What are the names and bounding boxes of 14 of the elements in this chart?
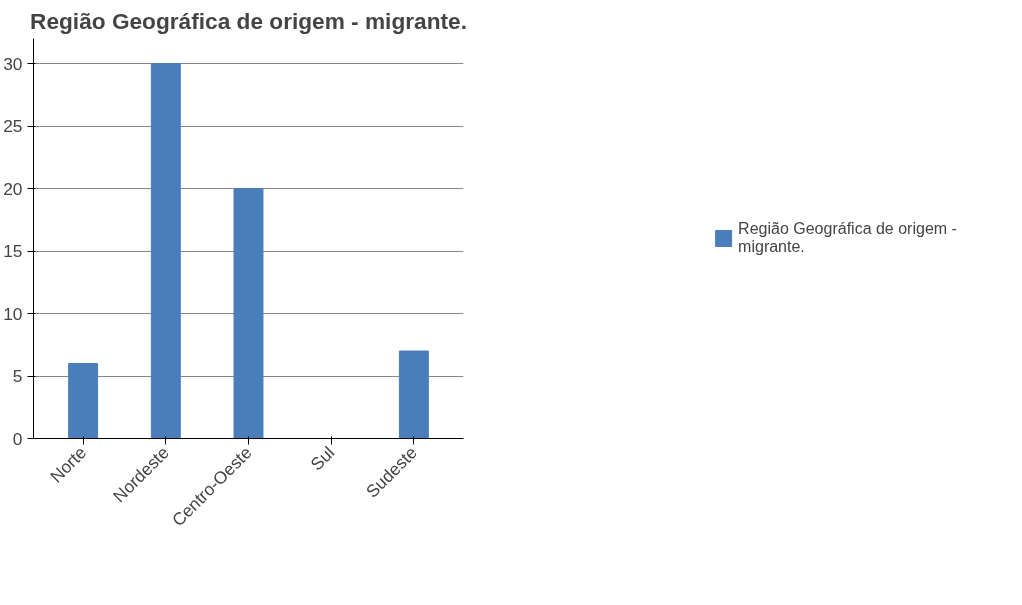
y-tick-label: 5 (12, 366, 23, 386)
bar (398, 350, 429, 439)
legend-label: Região Geográfica de origem - migrante. (738, 220, 957, 256)
x-tick-label: Sul (306, 442, 339, 475)
y-tick-label: 10 (3, 303, 23, 324)
y-tick-label: 15 (3, 241, 23, 261)
chart-title: Região Geográfica de origem - migrante. (30, 7, 467, 34)
bar (150, 63, 181, 439)
bar (233, 188, 264, 439)
bar (68, 363, 99, 439)
y-tick-label: 25 (3, 116, 23, 136)
y-tick-label: 0 (12, 428, 23, 449)
y-tick-label: 30 (3, 53, 23, 74)
y-tick-label: 20 (3, 178, 23, 199)
